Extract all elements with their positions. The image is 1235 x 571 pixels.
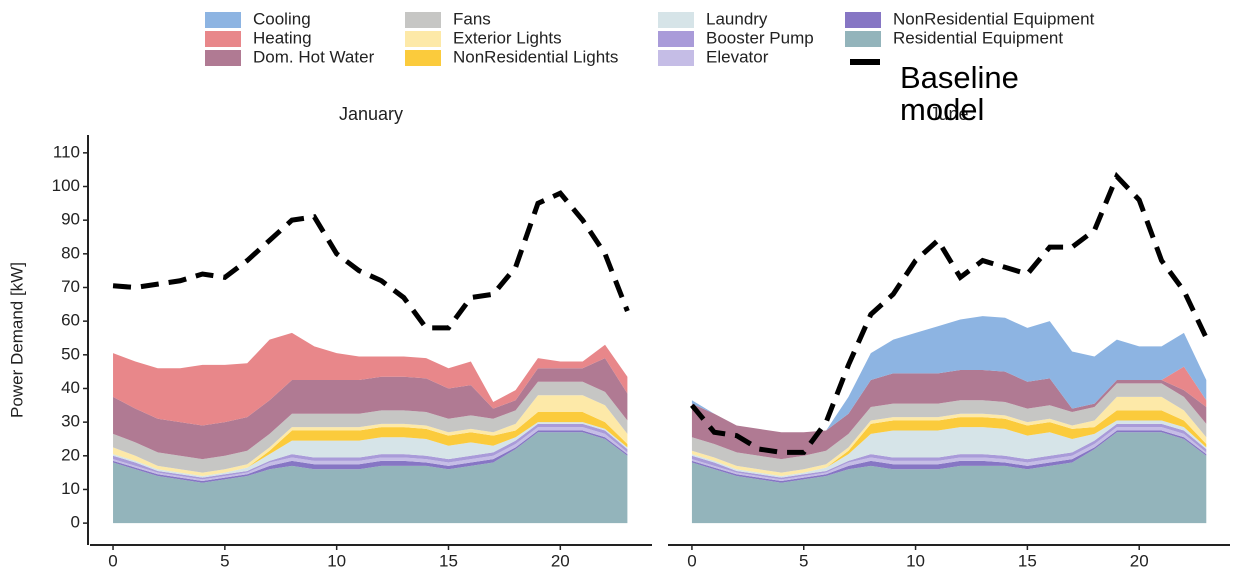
- baseline-annotation: Baseline model: [900, 60, 1019, 127]
- y-tick-label: 70: [61, 277, 80, 296]
- legend-swatch: [845, 31, 881, 47]
- y-tick-label: 90: [61, 210, 80, 229]
- legend-label: Booster Pump: [706, 28, 814, 47]
- y-tick-label: 0: [71, 513, 80, 532]
- legend-label: Cooling: [253, 9, 311, 28]
- x-tick-label: 5: [799, 551, 808, 570]
- legend-swatch: [205, 50, 241, 66]
- y-tick-label: 10: [61, 479, 80, 498]
- area: [691, 396, 1207, 476]
- area: [691, 316, 1207, 433]
- legend-label: Heating: [253, 28, 312, 47]
- x-tick-label: 20: [551, 551, 570, 570]
- legend-label: Exterior Lights: [453, 28, 562, 47]
- area: [113, 422, 628, 478]
- y-axis-label: Power Demand [kW]: [7, 262, 26, 418]
- area: [691, 410, 1207, 476]
- area: [113, 432, 628, 524]
- y-tick-label: 60: [61, 311, 80, 330]
- legend-label: NonResidential Lights: [453, 47, 618, 66]
- y-tick-label: 20: [61, 445, 80, 464]
- legend-label: NonResidential Equipment: [893, 9, 1095, 28]
- baseline-line: [112, 190, 630, 331]
- area: [113, 381, 628, 473]
- y-tick-label: 110: [53, 142, 80, 161]
- legend-label: Dom. Hot Water: [253, 47, 375, 66]
- area: [113, 332, 628, 426]
- facet-title: January: [339, 104, 403, 124]
- y-tick-label: 50: [61, 344, 80, 363]
- legend-label: Fans: [453, 9, 491, 28]
- x-tick-label: 10: [906, 551, 925, 570]
- x-tick-label: 20: [1130, 551, 1149, 570]
- legend-swatch: [405, 12, 441, 28]
- legend-label: Residential Equipment: [893, 28, 1063, 47]
- area: [113, 395, 628, 476]
- area: [691, 369, 1207, 460]
- legend-swatch: [405, 31, 441, 47]
- legend-swatch: [205, 12, 241, 28]
- legend-swatch: [658, 50, 694, 66]
- y-tick-label: 40: [61, 378, 80, 397]
- y-tick-label: 100: [52, 176, 80, 195]
- x-tick-label: 0: [108, 551, 117, 570]
- legend-label: Laundry: [706, 9, 768, 28]
- area: [691, 420, 1207, 478]
- y-tick-label: 80: [61, 243, 80, 262]
- legend-swatch: [658, 31, 694, 47]
- x-tick-label: 0: [687, 551, 696, 570]
- legend-swatch: [405, 50, 441, 66]
- legend-swatch: [658, 12, 694, 28]
- legend-label: Elevator: [706, 47, 769, 66]
- x-tick-label: 15: [439, 551, 458, 570]
- area: [113, 412, 628, 476]
- baseline-line: [690, 171, 1209, 455]
- x-tick-label: 15: [1018, 551, 1037, 570]
- area: [691, 432, 1207, 524]
- area: [691, 383, 1207, 473]
- facet-title: June: [929, 104, 968, 124]
- legend-swatch: [205, 31, 241, 47]
- x-tick-label: 5: [220, 551, 229, 570]
- y-tick-label: 30: [61, 412, 80, 431]
- area: [113, 358, 628, 460]
- x-tick-label: 10: [327, 551, 346, 570]
- legend-swatch: [845, 12, 881, 28]
